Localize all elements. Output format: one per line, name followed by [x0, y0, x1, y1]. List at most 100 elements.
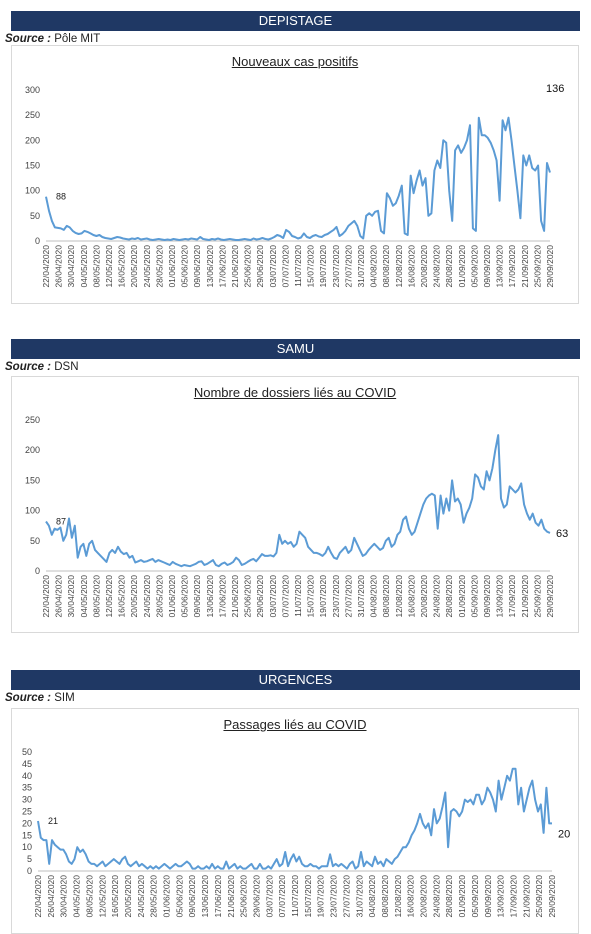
x-tick-label: 19/07/2020: [318, 575, 328, 618]
x-tick-label: 28/05/2020: [154, 575, 164, 618]
source-line-depistage: Source : Pôle MIT: [5, 32, 100, 46]
x-tick-label: 15/07/2020: [303, 875, 313, 918]
x-tick-label: 21/06/2020: [226, 875, 236, 918]
x-tick-label: 16/05/2020: [117, 575, 127, 618]
x-tick-label: 15/07/2020: [306, 245, 316, 288]
x-tick-label: 31/07/2020: [356, 245, 366, 288]
x-tick-label: 08/08/2020: [380, 875, 390, 918]
x-tick-label: 17/06/2020: [217, 575, 227, 618]
x-tick-label: 26/04/2020: [54, 245, 64, 288]
chart-plot: 0 50 100 150 200 250 22/04/2020 26/04/2020 30/04…: [25, 415, 568, 618]
x-tick-label: 12/05/2020: [104, 575, 114, 618]
x-tick-label: 24/08/2020: [431, 875, 441, 918]
data-label-end: 20: [558, 828, 570, 840]
x-tick-label: 22/04/2020: [41, 245, 51, 288]
x-tick-label: 09/06/2020: [187, 875, 197, 918]
source-label: Source :: [5, 33, 52, 45]
x-tick-label: 20/08/2020: [419, 575, 429, 618]
x-tick-label: 22/04/2020: [41, 575, 51, 618]
x-tick-label: 27/07/2020: [343, 245, 353, 288]
x-tick-label: 01/06/2020: [167, 245, 177, 288]
data-label-start: 87: [56, 516, 66, 526]
x-tick-label: 09/09/2020: [482, 575, 492, 618]
x-tick-label: 07/07/2020: [280, 575, 290, 618]
x-tick-label: 12/08/2020: [394, 575, 404, 618]
y-tick-label: 200: [25, 135, 40, 145]
chart-title: Passages liés au COVID: [223, 717, 367, 732]
y-tick-label: 200: [25, 445, 40, 455]
x-tick-label: 20/08/2020: [419, 245, 429, 288]
x-tick-label: 11/07/2020: [293, 575, 303, 617]
x-tick-label: 25/09/2020: [532, 575, 542, 618]
y-tick-label: 100: [25, 506, 40, 516]
x-tick-label: 01/09/2020: [457, 245, 467, 288]
y-tick-label: 0: [35, 236, 40, 246]
data-label-end: 63: [556, 528, 568, 540]
x-tick-label: 29/09/2020: [547, 875, 557, 918]
x-tick-label: 31/07/2020: [356, 575, 366, 618]
y-tick-label: 15: [22, 830, 32, 840]
x-tick-label: 29/06/2020: [255, 575, 265, 618]
x-tick-label: 20/05/2020: [129, 575, 139, 618]
x-tick-label: 26/04/2020: [54, 575, 64, 618]
y-tick-label: 300: [25, 85, 40, 95]
y-tick-label: 0: [27, 866, 32, 876]
y-tick-label: 100: [25, 186, 40, 196]
x-tick-label: 04/08/2020: [369, 245, 379, 288]
x-tick-label: 25/09/2020: [532, 245, 542, 288]
x-tick-label: 23/07/2020: [331, 575, 341, 618]
x-tick-label: 21/09/2020: [520, 245, 530, 288]
x-tick-label: 09/06/2020: [192, 575, 202, 618]
x-tick-label: 16/08/2020: [406, 575, 416, 618]
x-tick-label: 01/06/2020: [162, 875, 172, 918]
x-tick-label: 05/09/2020: [470, 875, 480, 918]
x-tick-label: 21/09/2020: [521, 875, 531, 918]
x-tick-label: 07/07/2020: [277, 875, 287, 918]
y-tick-label: 150: [25, 475, 40, 485]
x-tick-label: 12/08/2020: [394, 245, 404, 288]
x-tick-label: 27/07/2020: [341, 875, 351, 918]
x-tick-label: 04/05/2020: [72, 875, 82, 918]
x-tick-label: 28/05/2020: [154, 245, 164, 288]
x-tick-label: 05/06/2020: [180, 245, 190, 288]
x-tick-label: 11/07/2020: [290, 875, 300, 917]
x-tick-label: 08/05/2020: [91, 245, 101, 288]
x-tick-label: 27/07/2020: [343, 575, 353, 618]
x-tick-label: 08/05/2020: [84, 875, 94, 918]
source-value: DSN: [54, 361, 79, 373]
x-tick-label: 03/07/2020: [268, 245, 278, 288]
x-tick-label: 05/09/2020: [469, 575, 479, 618]
x-tick-label: 26/04/2020: [46, 875, 56, 918]
chart-title: Nouveaux cas positifs: [231, 54, 359, 69]
source-label: Source :: [5, 361, 52, 373]
x-tick-label: 05/06/2020: [180, 575, 190, 618]
x-tick-label: 11/07/2020: [293, 245, 303, 287]
x-tick-label: 28/08/2020: [444, 245, 454, 288]
y-tick-label: 45: [22, 759, 32, 769]
x-tick-label: 17/09/2020: [507, 575, 517, 618]
y-tick-label: 40: [22, 771, 32, 781]
x-tick-label: 16/05/2020: [110, 875, 120, 918]
x-tick-label: 30/04/2020: [66, 245, 76, 288]
x-tick-label: 19/07/2020: [318, 245, 328, 288]
x-tick-label: 15/07/2020: [306, 575, 316, 618]
x-tick-label: 17/09/2020: [507, 245, 517, 288]
x-tick-label: 04/05/2020: [79, 575, 89, 618]
x-tick-label: 09/06/2020: [192, 245, 202, 288]
x-tick-label: 28/05/2020: [149, 875, 159, 918]
x-tick-label: 07/07/2020: [280, 245, 290, 288]
x-tick-label: 08/08/2020: [381, 575, 391, 618]
y-tick-label: 25: [22, 807, 32, 817]
x-tick-label: 20/05/2020: [123, 875, 133, 918]
x-tick-label: 24/08/2020: [432, 245, 442, 288]
data-label-start: 88: [56, 192, 66, 202]
x-tick-label: 17/09/2020: [508, 875, 518, 918]
x-tick-label: 12/08/2020: [393, 875, 403, 918]
series-line: [37, 767, 552, 870]
x-tick-label: 13/06/2020: [205, 245, 215, 288]
x-tick-label: 24/05/2020: [136, 875, 146, 918]
x-tick-label: 01/09/2020: [457, 575, 467, 618]
x-tick-label: 05/09/2020: [469, 245, 479, 288]
x-tick-label: 31/07/2020: [354, 875, 364, 918]
